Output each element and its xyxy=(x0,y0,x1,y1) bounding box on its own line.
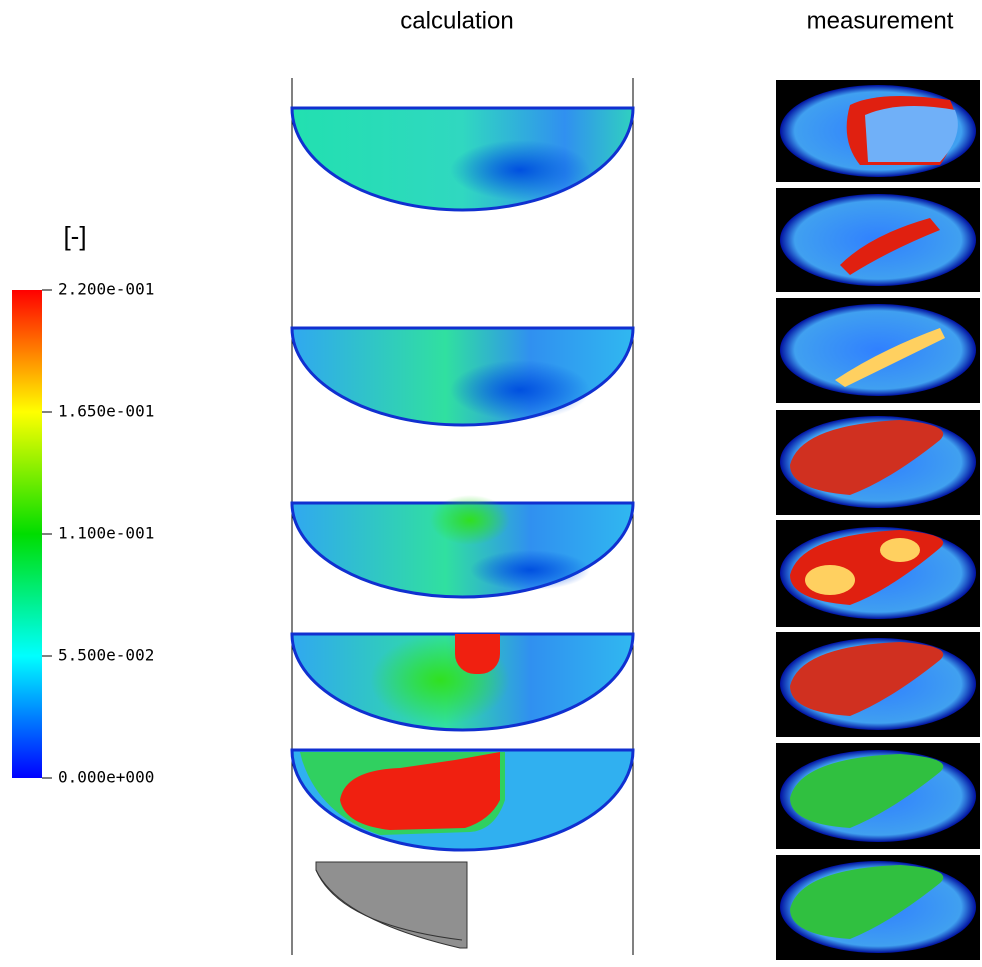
slice xyxy=(292,634,633,730)
image xyxy=(776,410,980,515)
image xyxy=(776,188,980,292)
image xyxy=(776,520,980,627)
slice xyxy=(292,108,633,210)
tick-label: 0.000e+000 xyxy=(58,768,154,787)
colorbar xyxy=(12,290,42,778)
image xyxy=(776,80,980,182)
geometry-sketch xyxy=(316,862,467,948)
image xyxy=(776,632,980,737)
slice xyxy=(292,495,633,597)
slice xyxy=(292,750,633,850)
image xyxy=(776,743,980,849)
tick-label: 1.100e-001 xyxy=(58,524,154,543)
tick-label: 2.200e-001 xyxy=(58,280,154,299)
header: calculation xyxy=(400,7,513,34)
slice xyxy=(292,328,633,425)
tick-label: 1.650e-001 xyxy=(58,402,154,421)
tick-label: 5.500e-002 xyxy=(58,646,154,665)
image xyxy=(776,298,980,403)
calculation-slices xyxy=(292,108,633,948)
figure: calculation measurement [-] 2.200e-001 1.… xyxy=(0,0,982,962)
colorbar-unit: [-] xyxy=(63,221,86,251)
header: measurement xyxy=(807,7,954,34)
measurement-images xyxy=(776,80,980,960)
image xyxy=(776,855,980,960)
